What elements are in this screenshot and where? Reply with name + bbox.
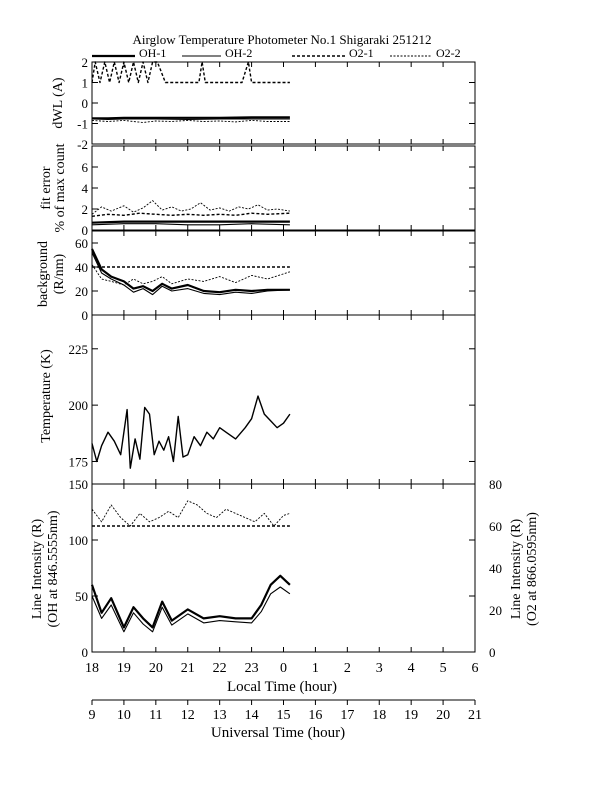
panel-temp-ytick-label: 175 bbox=[69, 454, 89, 469]
panel-line-ytick-label: 150 bbox=[69, 477, 89, 492]
series-bg-o2-2 bbox=[91, 264, 291, 286]
panel-line-ytick-label: 0 bbox=[82, 645, 89, 660]
legend: OH-1 OH-2 O2-1 O2-2 bbox=[92, 46, 461, 60]
ut-tick-label: 16 bbox=[308, 708, 322, 723]
panel-bg-ytick-label: 40 bbox=[75, 260, 88, 275]
ut-tick-label: 14 bbox=[245, 708, 259, 723]
local-time-tick-label: 1 bbox=[312, 661, 319, 676]
panel-fit-ytick-label: 2 bbox=[82, 202, 89, 217]
ut-tick-label: 12 bbox=[181, 708, 195, 723]
ut-tick-label: 18 bbox=[372, 708, 386, 723]
legend-label-o2-1: O2-1 bbox=[349, 46, 374, 60]
panel-line-ylabel: Line Intensity (R) bbox=[30, 519, 45, 620]
ut-tick-label: 20 bbox=[436, 708, 450, 723]
local-time-tick-label: 2 bbox=[344, 661, 351, 676]
panel-line-ylabel: (OH at 846.5555nm) bbox=[46, 510, 61, 627]
panel-temp-ytick-label: 225 bbox=[69, 342, 89, 357]
series-bg-oh-1 bbox=[91, 248, 290, 294]
local-time-tick-label: 21 bbox=[181, 661, 195, 676]
panel-fit-ytick-label: 4 bbox=[82, 181, 89, 196]
panel-fit-ylabel: % of max count bbox=[53, 143, 68, 232]
panel-line-rtick-label: 20 bbox=[489, 603, 502, 618]
panel-dwl-ytick-label: 1 bbox=[82, 76, 89, 91]
panel-line-rtick-label: 60 bbox=[489, 519, 502, 534]
panel-dwl-ytick-label: 0 bbox=[82, 96, 89, 111]
ut-tick-label: 19 bbox=[404, 708, 418, 723]
local-time-tick-label: 5 bbox=[440, 661, 447, 676]
panel-fit-frame bbox=[91, 145, 476, 231]
series-line-oh-2 bbox=[91, 586, 291, 633]
local-time-tick-label: 0 bbox=[280, 661, 287, 676]
panel-fit-ylabel: fit error bbox=[39, 166, 54, 209]
local-time-axis-label: Local Time (hour) bbox=[227, 679, 337, 695]
chart-title: Airglow Temperature Photometer No.1 Shig… bbox=[133, 32, 432, 47]
local-time-tick-label: 3 bbox=[376, 661, 383, 676]
panel-dwl-ytick-label: -1 bbox=[77, 117, 88, 132]
panel-bg-ylabel: background bbox=[36, 241, 51, 307]
legend-label-oh-1: OH-1 bbox=[139, 46, 166, 60]
right-axis-label: Line Intensity (R) bbox=[509, 519, 524, 620]
panel-line-rtick-label: 40 bbox=[489, 561, 502, 576]
legend-label-o2-2: O2-2 bbox=[436, 46, 461, 60]
panel-temp-frame bbox=[91, 314, 476, 485]
panel-bg-frame bbox=[91, 230, 476, 316]
ut-axis-label: Universal Time (hour) bbox=[211, 725, 345, 741]
panel-temp-ytick-label: 200 bbox=[69, 398, 89, 413]
series-dwl-oh-1 bbox=[92, 116, 290, 120]
series-fit-oh-2 bbox=[91, 223, 290, 226]
local-time-tick-label: 18 bbox=[85, 661, 99, 676]
ut-tick-label: 17 bbox=[340, 708, 354, 723]
panel-line-ytick-label: 50 bbox=[75, 589, 88, 604]
panel-line-rtick-label: 0 bbox=[489, 645, 496, 660]
panel-dwl-ylabel: dWL (A) bbox=[51, 77, 66, 129]
legend-label-oh-2: OH-2 bbox=[225, 46, 252, 60]
series-line-o2-2 bbox=[91, 500, 291, 527]
series-line-oh-1 bbox=[90, 574, 291, 629]
local-time-tick-label: 6 bbox=[472, 661, 479, 676]
local-time-tick-label: 23 bbox=[245, 661, 259, 676]
ut-tick-label: 11 bbox=[149, 708, 162, 723]
panel-line-ytick-label: 100 bbox=[69, 533, 89, 548]
panel-fit-ytick-label: 0 bbox=[82, 223, 89, 238]
panel-fit-ytick-label: 6 bbox=[82, 160, 89, 175]
local-time-tick-label: 22 bbox=[213, 661, 227, 676]
ut-tick-label: 21 bbox=[468, 708, 482, 723]
ut-tick-label: 9 bbox=[89, 708, 96, 723]
panel-line-rtick-label: 80 bbox=[489, 477, 502, 492]
panel-dwl-ytick-label: -2 bbox=[77, 137, 88, 152]
series-dwl-o2-1 bbox=[91, 61, 290, 84]
panel-line-frame bbox=[91, 483, 476, 653]
local-time-tick-label: 19 bbox=[117, 661, 131, 676]
local-time-tick-label: 20 bbox=[149, 661, 163, 676]
panel-bg-ytick-label: 0 bbox=[82, 308, 89, 323]
local-time-tick-label: 4 bbox=[408, 661, 415, 676]
series-dwl-o2-2 bbox=[91, 119, 290, 123]
series-fit-o2-1 bbox=[91, 212, 290, 217]
series-fit-oh-1 bbox=[91, 220, 290, 224]
series-bg-oh-2 bbox=[91, 252, 290, 296]
ut-tick-label: 10 bbox=[117, 708, 131, 723]
ut-tick-label: 15 bbox=[277, 708, 291, 723]
series-fit-o2-2 bbox=[91, 200, 290, 215]
panel-bg-ytick-label: 20 bbox=[75, 284, 88, 299]
panel-dwl-ytick-label: 2 bbox=[82, 55, 89, 70]
right-axis-sublabel: (O2 at 866.0595nm) bbox=[525, 512, 540, 626]
ut-tick-label: 13 bbox=[213, 708, 227, 723]
panel-bg-ylabel: (R/nm) bbox=[52, 253, 67, 294]
panel-temp-ylabel: Temperature (K) bbox=[39, 349, 54, 443]
panel-bg-ytick-label: 60 bbox=[75, 236, 88, 251]
series-temp-oh bbox=[91, 395, 291, 469]
